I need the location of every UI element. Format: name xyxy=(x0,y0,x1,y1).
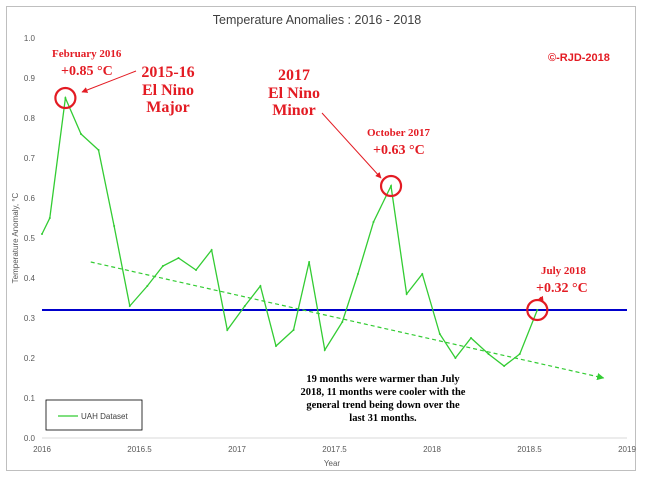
legend-entry-uah: UAH Dataset xyxy=(81,412,128,421)
data-point xyxy=(97,149,100,151)
oct-2017-value: +0.63 °C xyxy=(373,143,425,158)
data-point xyxy=(275,345,277,347)
y-tick-label: 1.0 xyxy=(24,34,36,43)
data-point xyxy=(536,309,539,311)
y-axis-label: Temperature Anomaly, °C xyxy=(11,192,20,283)
x-tick-label: 2018 xyxy=(423,445,441,454)
plot-area: 0.0 0.1 0.2 0.3 0.4 0.5 0.6 0.7 0.8 0.9 1.0 2016 201… xyxy=(24,34,637,454)
data-point xyxy=(128,305,131,307)
y-tick-label: 0.5 xyxy=(24,234,36,243)
data-point xyxy=(226,329,229,331)
data-point xyxy=(177,257,180,259)
highlight-circle xyxy=(526,298,549,322)
credit-label: ©-RJD-2018 xyxy=(548,52,610,64)
y-tick-label: 0.3 xyxy=(24,314,36,323)
note-line4: last 31 months. xyxy=(349,413,417,424)
data-point xyxy=(308,261,311,263)
data-point xyxy=(470,337,472,339)
oct-2017-label: October 2017 xyxy=(367,127,431,139)
data-point xyxy=(292,329,295,331)
feb-2016-value: +0.85 °C xyxy=(61,64,113,79)
data-point xyxy=(243,305,246,307)
data-point xyxy=(323,349,326,351)
y-tick-label: 0.7 xyxy=(24,154,36,163)
y-tick-label: 0.2 xyxy=(24,354,36,363)
arrow-oct-2017 xyxy=(321,112,382,179)
annotations: ©-RJD-2018 February 2016 +0.85 °C 2015-1… xyxy=(52,48,610,424)
highlight-circle xyxy=(379,174,403,198)
data-point xyxy=(161,265,164,267)
feb-2016-label: February 2016 xyxy=(52,48,122,60)
y-tick-label: 0.4 xyxy=(24,274,36,283)
jul-2018-label: July 2018 xyxy=(541,265,586,277)
data-point xyxy=(146,285,149,287)
y-tick-label: 0.9 xyxy=(24,74,36,83)
data-point xyxy=(64,97,67,99)
minor-elnino-line3: Minor xyxy=(272,102,316,119)
data-point xyxy=(80,133,82,135)
data-point xyxy=(113,225,116,227)
note-line3: general trend being down over the xyxy=(306,400,460,411)
data-point xyxy=(210,249,213,251)
data-point xyxy=(487,353,490,355)
x-tick-label: 2017 xyxy=(228,445,246,454)
major-elnino-line1: 2015-16 xyxy=(141,64,194,81)
data-point xyxy=(195,269,198,271)
x-tick-label: 2016 xyxy=(33,445,51,454)
major-elnino-line3: Major xyxy=(146,99,190,116)
data-point xyxy=(390,185,393,187)
major-elnino-line2: El Nino xyxy=(142,82,194,99)
series-line xyxy=(41,95,538,367)
minor-elnino-line2: El Nino xyxy=(268,85,320,102)
data-point xyxy=(503,365,506,367)
jul-2018-value: +0.32 °C xyxy=(536,281,588,296)
data-point xyxy=(48,217,51,219)
data-point xyxy=(341,321,344,323)
data-point xyxy=(438,333,441,335)
arrow-jul-2018 xyxy=(537,295,544,303)
chart-frame xyxy=(6,6,636,471)
data-point xyxy=(454,357,457,359)
x-tick-label: 2019 xyxy=(618,445,636,454)
data-point xyxy=(41,233,43,235)
note-line2: 2018, 11 months were cooler with the xyxy=(301,387,466,398)
x-tick-label: 2018.5 xyxy=(517,445,542,454)
data-point xyxy=(372,221,375,223)
data-point xyxy=(356,273,359,275)
minor-elnino-line1: 2017 xyxy=(278,67,310,84)
legend: UAH Dataset xyxy=(45,399,143,431)
x-tick-label: 2017.5 xyxy=(322,445,347,454)
data-point xyxy=(405,293,408,295)
y-tick-label: 0.6 xyxy=(24,194,36,203)
y-tick-label: 0.1 xyxy=(24,394,36,403)
x-axis-label: Year xyxy=(324,459,341,468)
data-point xyxy=(518,353,521,355)
x-tick-label: 2016.5 xyxy=(127,445,152,454)
y-tick-label: 0.0 xyxy=(24,434,36,443)
data-point xyxy=(421,273,424,275)
legend-box xyxy=(45,399,143,431)
note-line1: 19 months were warmer than July xyxy=(306,374,460,385)
trend-line xyxy=(90,261,605,381)
arrow-feb-2016 xyxy=(81,70,137,93)
highlight-circle xyxy=(54,86,77,110)
y-tick-label: 0.8 xyxy=(24,114,36,123)
data-point xyxy=(259,285,262,287)
chart-title: Temperature Anomalies : 2016 - 2018 xyxy=(213,13,422,27)
